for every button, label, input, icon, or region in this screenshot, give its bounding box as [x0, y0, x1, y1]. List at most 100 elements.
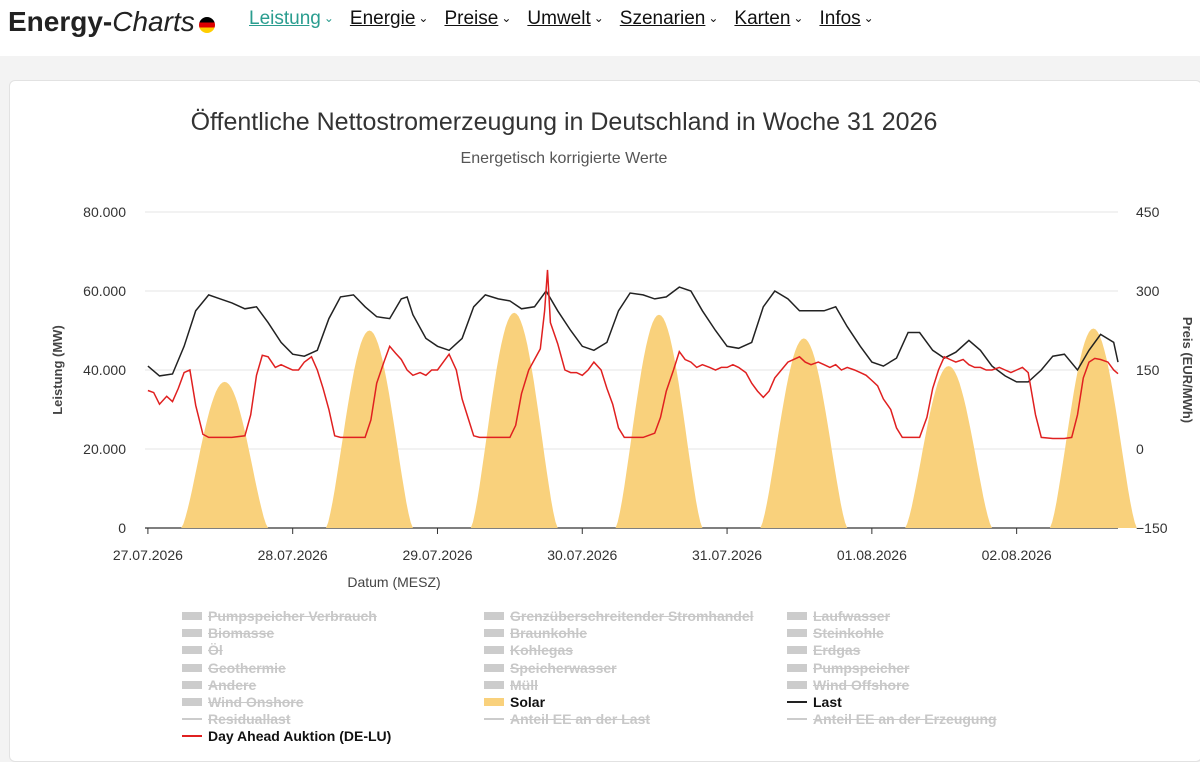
legend-label: Biomasse	[208, 625, 275, 642]
legend-label: Residuallast	[208, 711, 291, 728]
y2-tick-label: 0	[1136, 441, 1144, 457]
y2-tick-label: 450	[1136, 204, 1160, 220]
legend-item[interactable]: Müll	[484, 677, 538, 693]
nav-item-label: Infos	[819, 8, 861, 29]
legend-swatch-icon	[182, 698, 202, 706]
legend-label: Müll	[510, 676, 538, 693]
nav-item-label: Umwelt	[527, 8, 591, 29]
y-tick-label: 80.000	[83, 204, 126, 220]
legend-item[interactable]: Kohlegas	[484, 642, 573, 658]
legend-item[interactable]: Grenzüberschreitender Stromhandel	[484, 608, 754, 624]
x-tick-label: 28.07.2026	[258, 547, 328, 563]
x-axis-label: Datum (MESZ)	[347, 574, 440, 590]
legend-swatch-icon	[182, 612, 202, 620]
legend-item[interactable]: Öl	[182, 642, 223, 658]
y-tick-label: 0	[118, 520, 126, 536]
legend-line-icon	[787, 701, 807, 703]
legend-item[interactable]: Biomasse	[182, 625, 274, 641]
legend-line-icon	[787, 718, 807, 721]
y-tick-label: 40.000	[83, 362, 126, 378]
chart-title: Öffentliche Nettostromerzeugung in Deuts…	[191, 108, 938, 136]
legend-label: Wind Offshore	[813, 676, 910, 693]
legend-item[interactable]: Pumpspeicher Verbrauch	[182, 608, 377, 624]
legend-item[interactable]: Wind Offshore	[787, 677, 909, 693]
y2-tick-label: 150	[1136, 362, 1160, 378]
legend-swatch-icon	[787, 646, 807, 655]
nav-item-karten[interactable]: Karten ⌄	[734, 8, 803, 30]
legend-item[interactable]: Steinkohle	[787, 625, 884, 641]
main-nav: Leistung ⌄ Energie ⌄ Preise ⌄ Umwelt ⌄ Szenarien…	[249, 8, 890, 30]
chevron-down-icon: ⌄	[793, 11, 804, 25]
legend-item[interactable]: Day Ahead Auktion (DE-LU)	[182, 728, 391, 744]
brand-text-italic: Charts	[112, 6, 195, 37]
legend-label: Geothermie	[208, 659, 286, 676]
legend-label: Anteil EE an der Last	[510, 711, 651, 728]
legend-item[interactable]: Speicherwasser	[484, 660, 617, 676]
legend-swatch-icon	[484, 680, 504, 689]
nav-item-label: Leistung	[249, 8, 321, 29]
legend-label: Last	[813, 694, 842, 710]
legend-label: Day Ahead Auktion (DE-LU)	[208, 728, 392, 745]
legend-item[interactable]: Braunkohle	[484, 625, 587, 641]
legend-line-icon	[182, 718, 202, 721]
legend-swatch-icon	[484, 629, 504, 638]
y2-axis-label: Preis (EUR/MWh)	[1180, 317, 1195, 423]
legend-item[interactable]: Anteil EE an der Erzeugung	[787, 711, 997, 727]
legend-item[interactable]: Residuallast	[182, 711, 290, 727]
legend-label: Anteil EE an der Erzeugung	[813, 711, 997, 728]
solar-area-day-2	[470, 312, 558, 528]
solar-area-day-5	[905, 366, 992, 528]
legend-item[interactable]: Erdgas	[787, 642, 860, 658]
brand-logo[interactable]: Energy-Charts	[8, 4, 215, 40]
legend-label: Erdgas	[813, 642, 861, 659]
chevron-down-icon: ⌄	[863, 11, 874, 25]
legend-item[interactable]: Solar	[484, 694, 545, 710]
legend-label: Speicherwasser	[510, 659, 617, 676]
nav-item-szenarien[interactable]: Szenarien ⌄	[620, 8, 719, 30]
legend-swatch-icon	[182, 646, 202, 655]
legend-swatch-icon	[787, 680, 807, 689]
chevron-down-icon: ⌄	[501, 11, 512, 25]
legend-swatch-icon	[182, 680, 202, 689]
legend-line-icon	[182, 735, 202, 738]
legend-label: Pumpspeicher	[813, 659, 910, 676]
legend-swatch-icon	[787, 612, 807, 620]
legend-item[interactable]: Andere	[182, 677, 256, 693]
legend-item[interactable]: Pumpspeicher	[787, 660, 909, 676]
legend-label: Wind Onshore	[208, 694, 304, 710]
solar-area-day-1	[326, 330, 413, 528]
legend-item[interactable]: Last	[787, 694, 842, 710]
brand-text-bold: Energy-	[8, 6, 113, 37]
nav-item-label: Karten	[734, 8, 791, 29]
legend-swatch-icon	[484, 646, 504, 655]
legend-label: Steinkohle	[813, 625, 884, 642]
top-navbar: Energy-Charts Leistung ⌄ Energie ⌄ Preise ⌄ Um…	[0, 0, 1200, 56]
last-series-line	[147, 286, 1119, 383]
nav-item-infos[interactable]: Infos ⌄	[819, 8, 873, 30]
nav-item-preise[interactable]: Preise ⌄	[444, 8, 511, 30]
legend-swatch-icon	[182, 629, 202, 638]
nav-item-leistung[interactable]: Leistung ⌄	[249, 8, 334, 30]
x-tick-label: 30.07.2026	[547, 547, 617, 563]
legend-label: Pumpspeicher Verbrauch	[208, 608, 377, 624]
solar-area-day-6	[1049, 328, 1137, 528]
solar-area-day-4	[760, 338, 848, 528]
nav-item-energie[interactable]: Energie ⌄	[350, 8, 429, 30]
german-flag-icon	[198, 17, 215, 33]
y2-tick-label: 300	[1136, 283, 1160, 299]
price-series-line	[147, 269, 1119, 440]
legend-item[interactable]: Wind Onshore	[182, 694, 304, 710]
y2-tick-label: −150	[1136, 520, 1168, 536]
nav-item-umwelt[interactable]: Umwelt ⌄	[527, 8, 603, 30]
chevron-down-icon: ⌄	[708, 11, 719, 25]
legend-item[interactable]: Anteil EE an der Last	[484, 711, 650, 727]
nav-item-label: Energie	[349, 8, 416, 29]
legend-item[interactable]: Geothermie	[182, 660, 286, 676]
x-tick-label: 01.08.2026	[837, 547, 907, 563]
legend-label: Solar	[510, 694, 546, 710]
legend-item[interactable]: Laufwasser	[787, 608, 890, 624]
x-tick-label: 31.07.2026	[692, 547, 762, 563]
y-tick-label: 20.000	[83, 441, 126, 457]
legend-swatch-icon	[787, 663, 807, 672]
